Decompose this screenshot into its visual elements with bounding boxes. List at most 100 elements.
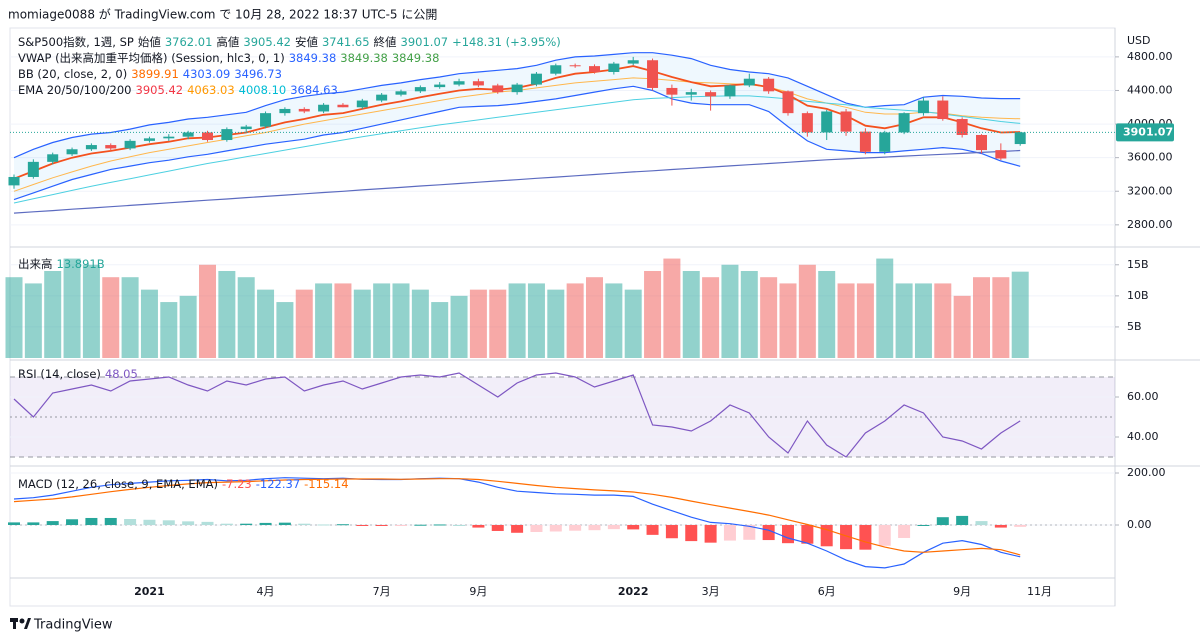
histogram-bar	[511, 524, 524, 533]
ohlc-value: 3741.65	[321, 35, 370, 49]
candle-body	[705, 92, 717, 97]
candle-body	[47, 154, 59, 162]
histogram-bar	[46, 521, 59, 525]
histogram-bar	[472, 524, 485, 528]
histogram-bar	[433, 524, 446, 526]
header-text: momiage0088 が TradingView.com で 10月 28, …	[8, 7, 437, 22]
histogram-bar	[840, 524, 853, 550]
histogram-bar	[375, 524, 388, 526]
candle-body	[163, 136, 175, 139]
volume-bar	[24, 283, 42, 358]
legend: MACD (12, 26, close, 9, EMA, EMA) -7.23 -1…	[18, 476, 353, 492]
indicator-value: 3849.38	[288, 51, 337, 65]
candle-body	[917, 100, 929, 114]
volume-bar	[702, 277, 720, 358]
ema-line	[13, 149, 1021, 214]
histogram-bar	[994, 524, 1007, 528]
candle-body	[298, 108, 310, 112]
volume-bar	[973, 277, 990, 358]
ohlc-label: 安値	[294, 35, 318, 49]
top-bar	[0, 0, 1200, 28]
ohlc-value: 3762.01	[164, 35, 213, 49]
volume-bar	[624, 289, 642, 358]
indicator-row: BB (20, close, 2, 0) 3899.91 4303.09 3496.7…	[18, 66, 565, 82]
legend-row: S&P500指数, 1週, SP 始値 3762.01 高値 3905.42 安値 3741…	[18, 34, 565, 50]
indicator-value: 3849.38	[340, 51, 388, 65]
histogram-bar	[278, 522, 291, 525]
x-tick-label: 11月	[1027, 585, 1052, 598]
y-tick-label: 5B	[1127, 320, 1142, 333]
volume-bar	[469, 289, 487, 358]
y-tick-label: 10B	[1127, 289, 1149, 302]
legend-value: -122.37	[255, 477, 301, 491]
volume-bar	[779, 283, 797, 358]
volume-bar	[527, 283, 545, 358]
candle-body	[240, 126, 252, 130]
histogram-bar	[356, 524, 369, 526]
histogram-bar	[898, 524, 911, 538]
histogram-bar	[782, 524, 794, 544]
histogram-bar	[627, 524, 640, 530]
x-tick-label: 3月	[702, 585, 720, 598]
x-tick-label: 9月	[469, 585, 487, 598]
histogram-bar	[743, 524, 756, 540]
candle-body	[898, 113, 910, 133]
candle-body	[550, 65, 562, 74]
indicator-value: 3905.42	[135, 83, 184, 97]
symbol-title: S&P500指数, 1週, SP	[18, 35, 134, 49]
histogram-bar	[607, 524, 620, 530]
legend-title: RSI (14, close)	[18, 367, 101, 381]
histogram-bar	[104, 517, 117, 525]
candle-body	[1014, 132, 1026, 145]
y-tick-label: 0.00	[1127, 518, 1152, 531]
volume-bar	[856, 283, 874, 358]
candle-body	[85, 145, 97, 150]
histogram-bar	[549, 524, 562, 532]
volume-bar	[895, 283, 913, 358]
volume-bar	[82, 264, 100, 358]
volume-bar	[140, 289, 158, 358]
x-tick-label: 7月	[373, 585, 391, 598]
volume-bar	[102, 277, 120, 358]
volume-bar	[586, 277, 603, 358]
volume-bar	[740, 270, 758, 358]
histogram-bar	[182, 521, 195, 525]
histogram-bar	[66, 519, 79, 525]
volume-bar	[179, 295, 197, 358]
histogram-bar	[124, 519, 137, 525]
volume-bar	[760, 277, 778, 358]
volume-bar	[431, 302, 449, 358]
candle-body	[763, 78, 775, 92]
volume-bar	[682, 270, 700, 358]
indicator-name: BB (20, close, 2, 0)	[18, 67, 128, 81]
volume-bar	[837, 283, 855, 358]
candle-body	[879, 132, 891, 152]
y-tick-label: 2800.00	[1127, 218, 1173, 231]
volume-bar	[334, 283, 352, 358]
volume-bar	[450, 295, 468, 358]
candle-body	[569, 65, 581, 67]
indicator-value: 4303.09	[182, 67, 231, 81]
histogram-bar	[259, 522, 272, 525]
candle-body	[492, 85, 504, 93]
volume-bar	[798, 264, 816, 358]
histogram-bar	[878, 524, 891, 546]
last-price-tag	[1116, 123, 1174, 142]
volume-bar	[992, 277, 1010, 358]
histogram-bar	[162, 520, 175, 525]
indicator-value: 4063.03	[187, 83, 235, 97]
candle-body	[840, 111, 852, 132]
candle-body	[511, 84, 523, 93]
legend: RSI (14, close) 48.05	[18, 366, 142, 382]
ohlc-label: 高値	[216, 35, 240, 49]
candle-body	[318, 104, 330, 112]
candle-body	[976, 134, 987, 151]
volume-bar	[315, 283, 333, 358]
volume-bar	[373, 283, 391, 358]
volume-bar	[199, 264, 216, 358]
candle-body	[221, 129, 233, 141]
volume-bar	[44, 270, 62, 358]
change: +148.31 (+3.95%)	[452, 35, 561, 49]
